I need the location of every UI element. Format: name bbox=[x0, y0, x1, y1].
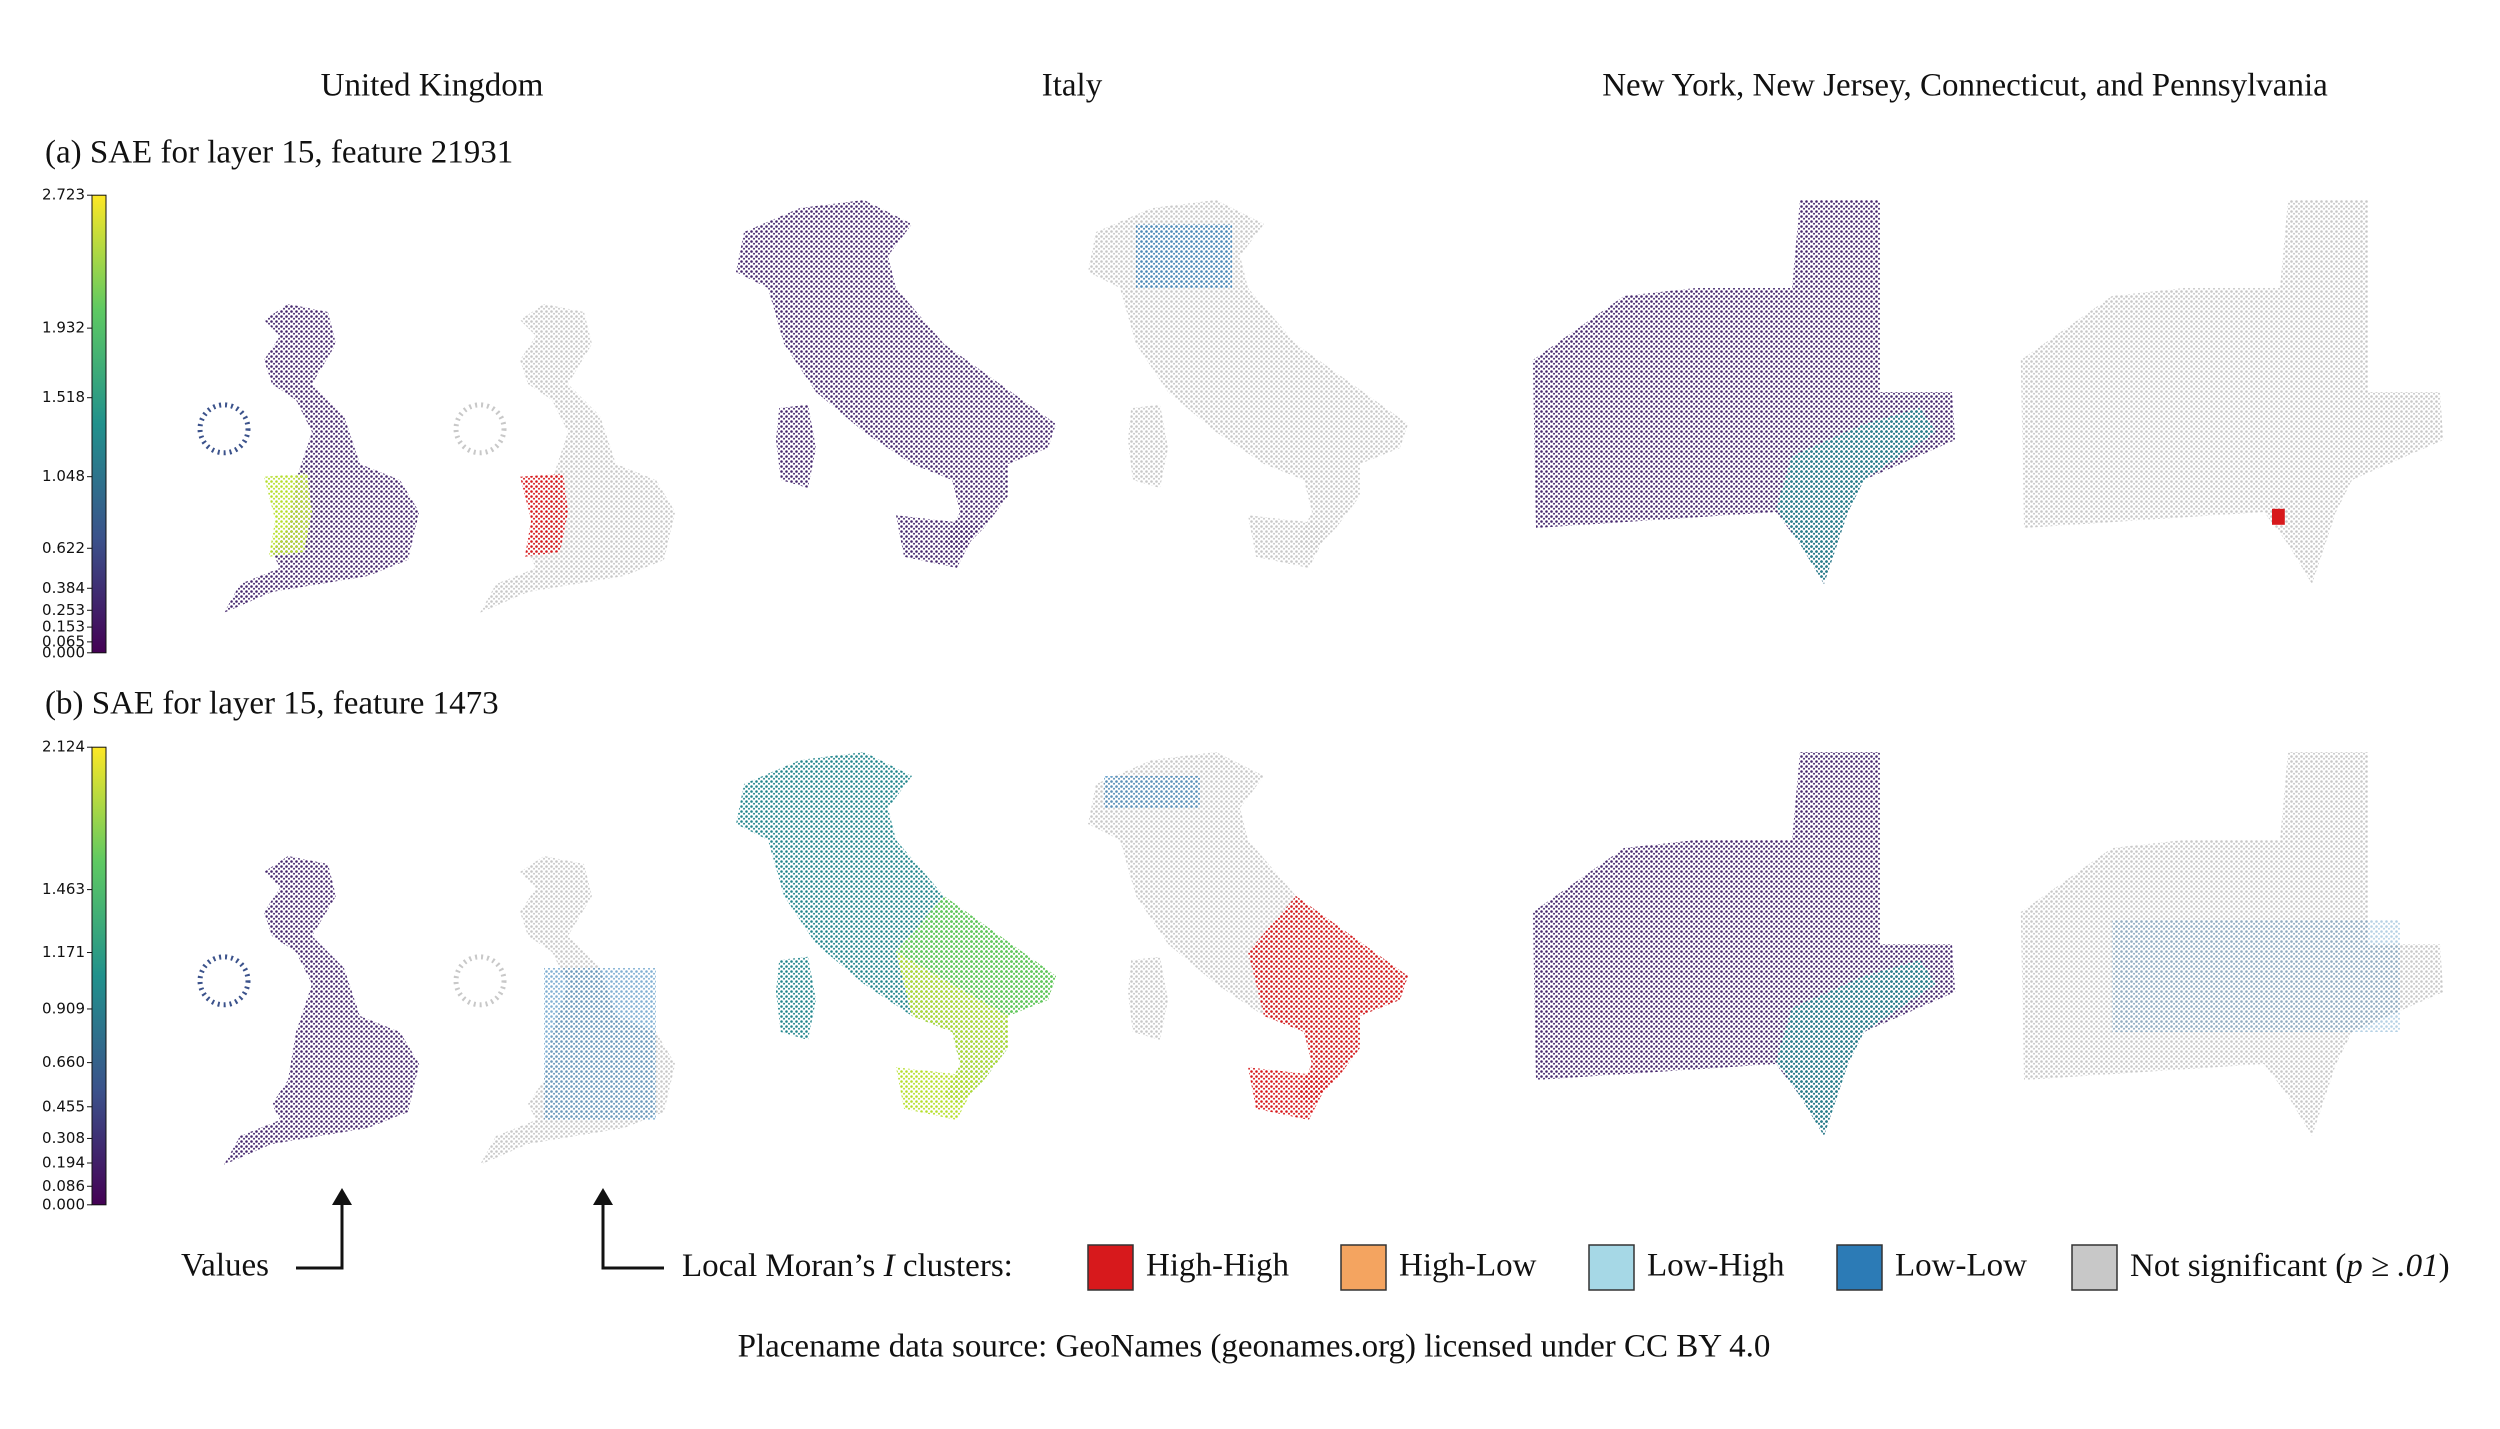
sardinia-values bbox=[776, 404, 816, 488]
colorbar-tick-label: 1.171 bbox=[42, 943, 85, 961]
uk-lowlow bbox=[544, 968, 656, 1120]
label-part: I bbox=[883, 1248, 897, 1284]
label: High-High bbox=[1146, 1248, 1289, 1284]
italy-highhigh bbox=[1248, 896, 1408, 1104]
colorbar-tick-label: 0.384 bbox=[42, 579, 85, 597]
values-label: Values bbox=[181, 1248, 269, 1284]
colorbar-tick-label: 0.455 bbox=[42, 1097, 85, 1115]
ny-values-map bbox=[1532, 752, 1956, 1136]
legend-swatch bbox=[1087, 1244, 1134, 1291]
nyc-values bbox=[1776, 960, 1936, 1136]
colorbar-tick-label: 1.932 bbox=[42, 319, 85, 337]
italy-lowlow bbox=[1104, 776, 1200, 808]
colorbar-tick-label: 1.518 bbox=[42, 388, 85, 406]
italy-values-map bbox=[736, 200, 1056, 552]
label: Low-High bbox=[1647, 1248, 1785, 1284]
colorbar-tick-label: 0.660 bbox=[42, 1053, 85, 1071]
colorbar-tick-label: 0.194 bbox=[42, 1154, 85, 1172]
ireland-dots bbox=[197, 402, 251, 456]
colorbar-tick-label: 1.463 bbox=[42, 880, 85, 898]
italy-values-map bbox=[736, 752, 1056, 1104]
arrow-head bbox=[332, 1188, 352, 1205]
ireland-dots bbox=[453, 954, 507, 1008]
clusters-arrow bbox=[601, 1200, 664, 1270]
sicily-clusters bbox=[1248, 515, 1332, 568]
sardinia-values bbox=[776, 956, 816, 1040]
ireland-dots bbox=[197, 954, 251, 1008]
colorbar-tick-label: 0.308 bbox=[42, 1129, 85, 1147]
source-note: Placename data source: GeoNames (geoname… bbox=[738, 1329, 1771, 1365]
label: Low-Low bbox=[1895, 1248, 2027, 1284]
wales-values bbox=[264, 473, 312, 557]
ny-lowlow bbox=[2112, 920, 2400, 1032]
colorbar-tick-label: 0.000 bbox=[42, 1195, 85, 1213]
colorbar bbox=[91, 194, 107, 654]
colorbar-tick-label: 0.065 bbox=[42, 632, 85, 650]
ny-highhigh bbox=[2272, 508, 2285, 525]
italy-mid-values bbox=[896, 896, 1056, 1016]
sardinia-clusters bbox=[1128, 404, 1168, 488]
row-title: (b) SAE for layer 15, feature 1473 bbox=[45, 686, 499, 722]
legend-swatch bbox=[1836, 1244, 1883, 1291]
column-title: United Kingdom bbox=[321, 68, 544, 104]
ny-clusters-map bbox=[2020, 200, 2444, 584]
colorbar-tick-label: 2.124 bbox=[42, 738, 85, 756]
sardinia-clusters bbox=[1128, 956, 1168, 1040]
label: High-Low bbox=[1399, 1248, 1537, 1284]
column-title: New York, New Jersey, Connecticut, and P… bbox=[1602, 68, 2328, 104]
ny-values-map bbox=[1532, 200, 1956, 584]
row-title: (a) SAE for layer 15, feature 21931 bbox=[45, 135, 513, 171]
uk-values-map bbox=[224, 856, 420, 1165]
ireland-dots bbox=[453, 402, 507, 456]
label: Local Moran’s I clusters: bbox=[682, 1248, 1013, 1284]
uk-values-map bbox=[224, 304, 420, 613]
sicily-values bbox=[896, 515, 980, 568]
values-arrow bbox=[296, 1200, 344, 1270]
colorbar-tick-label: 0.253 bbox=[42, 601, 85, 619]
colorbar-tick-label: 0.622 bbox=[42, 539, 85, 557]
uk-clusters-map bbox=[480, 304, 676, 613]
arrow-head bbox=[593, 1188, 613, 1205]
label-part: ) bbox=[2439, 1248, 2450, 1284]
label-part: p ≥ .01 bbox=[2344, 1248, 2438, 1284]
colorbar-tick-label: 2.723 bbox=[42, 186, 85, 204]
colorbar-tick-label: 0.000 bbox=[42, 643, 85, 661]
label-part: Local Moran’s bbox=[682, 1248, 884, 1284]
label-part: Not significant ( bbox=[2130, 1248, 2346, 1284]
colorbar-tick-label: 0.909 bbox=[42, 999, 85, 1017]
label-part: clusters: bbox=[895, 1248, 1013, 1284]
colorbar bbox=[91, 746, 107, 1206]
legend-swatch bbox=[1588, 1244, 1635, 1291]
legend-swatch bbox=[1340, 1244, 1387, 1291]
column-title: Italy bbox=[1042, 68, 1103, 104]
wales-clusters bbox=[520, 473, 568, 557]
colorbar-tick-label: 0.153 bbox=[42, 618, 85, 636]
italy-lowlow bbox=[1136, 224, 1232, 288]
nyc-values bbox=[1776, 408, 1936, 584]
colorbar-tick-label: 1.048 bbox=[42, 467, 85, 485]
legend-swatch bbox=[2071, 1244, 2118, 1291]
label: Not significant (p ≥ .01) bbox=[2130, 1248, 2450, 1284]
colorbar-tick-label: 0.086 bbox=[42, 1177, 85, 1195]
